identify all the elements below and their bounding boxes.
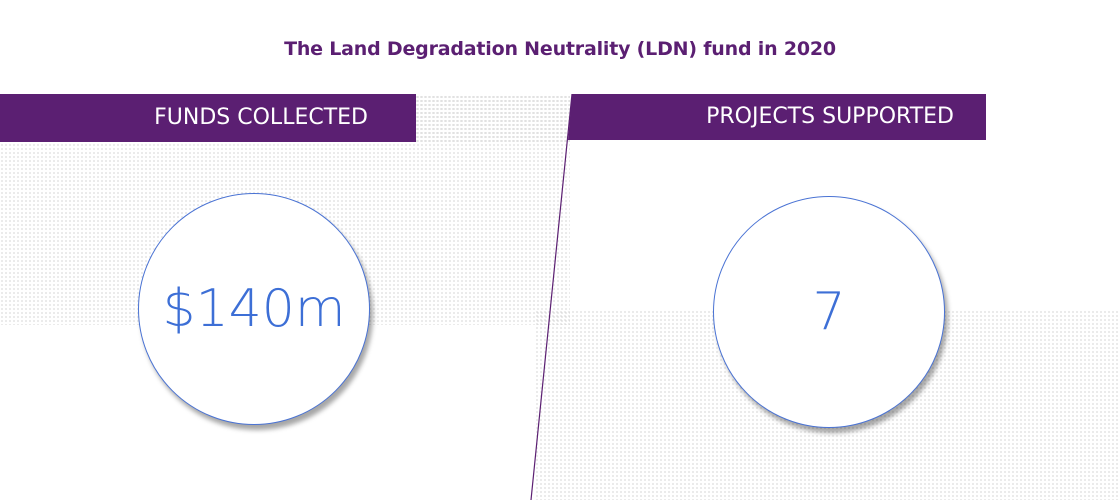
projects-supported-banner: PROJECTS SUPPORTED bbox=[568, 94, 986, 140]
projects-supported-circle: 7 bbox=[713, 196, 945, 428]
funds-collected-banner: FUNDS COLLECTED bbox=[0, 94, 416, 142]
dot-pattern-left-band bbox=[415, 95, 570, 143]
projects-supported-label: PROJECTS SUPPORTED bbox=[706, 104, 954, 129]
projects-supported-value: 7 bbox=[812, 282, 846, 342]
funds-collected-value: $140m bbox=[162, 279, 346, 339]
funds-collected-circle: $140m bbox=[138, 193, 370, 425]
page-title: The Land Degradation Neutrality (LDN) fu… bbox=[284, 38, 836, 60]
funds-collected-label: FUNDS COLLECTED bbox=[154, 105, 368, 130]
